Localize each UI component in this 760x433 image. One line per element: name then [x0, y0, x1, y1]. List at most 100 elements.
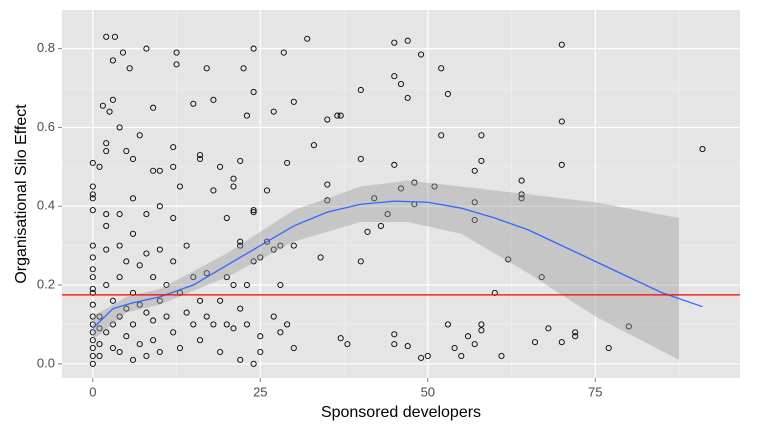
point [471, 216, 478, 224]
point [116, 348, 123, 356]
grid [62, 10, 740, 378]
point [136, 132, 143, 139]
point [505, 256, 512, 263]
point [444, 321, 451, 328]
point [364, 228, 371, 235]
point [89, 285, 96, 293]
point [109, 57, 116, 64]
y-tick-label: 0.0 [37, 355, 55, 370]
point [103, 281, 110, 289]
confidence-band [92, 180, 680, 360]
point [89, 191, 96, 198]
point [257, 254, 264, 261]
point [324, 197, 331, 204]
point [116, 211, 123, 218]
point [237, 157, 244, 164]
point [203, 65, 210, 72]
point [156, 297, 163, 304]
point [217, 348, 224, 356]
point [89, 159, 96, 166]
y-tick-label: 0.6 [37, 119, 55, 134]
point [237, 242, 244, 249]
point [103, 246, 110, 253]
point [240, 65, 247, 72]
point [89, 274, 96, 281]
point [89, 337, 96, 344]
point [250, 209, 257, 216]
point [210, 187, 217, 194]
point [89, 254, 96, 261]
point [89, 242, 96, 249]
point [230, 281, 237, 289]
point [89, 345, 96, 352]
point [170, 329, 177, 336]
point [404, 37, 411, 44]
point [173, 49, 180, 56]
point [129, 356, 137, 363]
point [237, 238, 244, 245]
point [223, 321, 230, 328]
point [119, 49, 127, 56]
point [471, 167, 478, 174]
point [257, 348, 264, 356]
point [196, 297, 204, 304]
point [183, 309, 190, 316]
point [126, 65, 133, 72]
point [230, 175, 237, 182]
point [284, 159, 291, 166]
point [89, 266, 96, 273]
point [237, 356, 244, 363]
point [418, 354, 425, 361]
point [404, 343, 411, 350]
point [237, 305, 244, 312]
point [317, 254, 324, 261]
point [170, 214, 177, 222]
point [411, 179, 418, 186]
point [116, 313, 123, 320]
point [129, 155, 137, 162]
point [334, 112, 341, 119]
point [196, 155, 204, 162]
point [384, 211, 391, 218]
point [136, 301, 143, 308]
point [103, 211, 110, 218]
point [464, 333, 472, 340]
point [438, 132, 445, 139]
point [109, 96, 116, 103]
point [103, 329, 110, 336]
point [438, 65, 445, 72]
point [324, 181, 331, 188]
x-tick-label: 25 [253, 384, 267, 399]
point [270, 108, 277, 115]
point [418, 51, 425, 58]
point [123, 305, 130, 312]
point [89, 289, 96, 296]
point [391, 161, 398, 168]
point [143, 309, 150, 316]
point [478, 327, 485, 334]
point [257, 333, 264, 340]
point [250, 88, 257, 96]
point [103, 33, 110, 40]
point [150, 167, 157, 174]
point [136, 262, 143, 269]
point [404, 94, 411, 101]
point [150, 274, 157, 281]
point [572, 333, 579, 340]
point [170, 258, 177, 265]
point [478, 132, 485, 139]
point [99, 102, 106, 109]
point [518, 191, 525, 198]
point [531, 339, 539, 346]
point [89, 360, 96, 367]
point [111, 33, 118, 40]
point [558, 339, 565, 346]
point [263, 238, 271, 245]
point [150, 104, 157, 111]
x-axis-title: Sponsored developers [321, 404, 481, 421]
point [270, 313, 277, 320]
point [116, 124, 123, 131]
point [250, 207, 257, 214]
point [89, 321, 96, 328]
